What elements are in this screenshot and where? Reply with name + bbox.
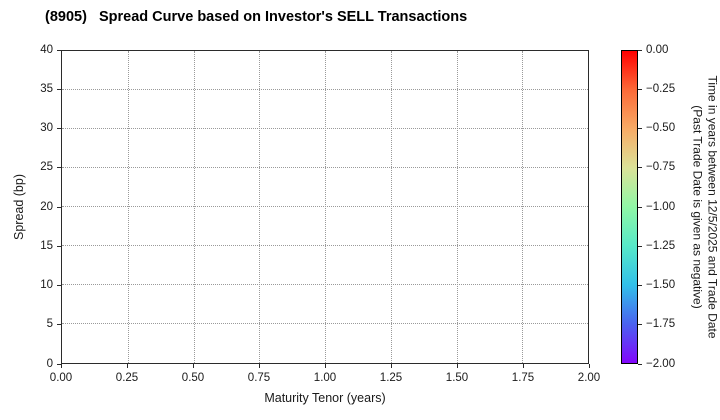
x-tick-mark bbox=[456, 364, 458, 368]
colorbar-label-line2: (Past Trade Date is given as negative) bbox=[691, 105, 705, 309]
y-tick-mark bbox=[57, 88, 61, 90]
gridline-v bbox=[259, 51, 261, 363]
gridline-h bbox=[62, 245, 588, 246]
plot-area bbox=[61, 50, 589, 364]
colorbar-tick-label: −1.00 bbox=[646, 200, 676, 213]
colorbar-tick-mark bbox=[638, 128, 642, 129]
colorbar-label-line1: Time in years between 12/5/2025 and Trad… bbox=[705, 75, 720, 339]
gridline-v bbox=[390, 51, 392, 363]
x-tick-label: 0.50 bbox=[181, 372, 205, 384]
colorbar-tick-label: 0.00 bbox=[646, 43, 669, 56]
x-tick-mark bbox=[588, 364, 590, 368]
x-tick-mark bbox=[522, 364, 524, 368]
y-tick-label: 10 bbox=[40, 279, 53, 291]
y-tick-mark bbox=[57, 324, 61, 326]
colorbar-tick-mark bbox=[638, 285, 642, 286]
y-tick-label: 15 bbox=[40, 239, 53, 252]
gridline-v bbox=[325, 51, 326, 363]
y-tick-mark bbox=[57, 167, 61, 169]
colorbar-tick-mark bbox=[638, 206, 642, 208]
x-tick-label: 1.75 bbox=[511, 372, 535, 384]
colorbar-label: Time in years between 12/5/2025 and Trad… bbox=[691, 75, 720, 338]
y-tick-label: 5 bbox=[46, 318, 53, 331]
y-tick-mark bbox=[57, 206, 61, 208]
colorbar bbox=[621, 50, 638, 364]
gridline-v bbox=[522, 51, 524, 363]
gridline-h bbox=[62, 128, 588, 129]
y-tick-label: 0 bbox=[46, 357, 53, 370]
x-tick-mark bbox=[192, 364, 194, 368]
gridline-h bbox=[62, 284, 588, 285]
gridline-h bbox=[62, 167, 588, 168]
gridline-v bbox=[127, 51, 129, 363]
gridline-v bbox=[193, 51, 195, 363]
x-tick-label: 0.75 bbox=[247, 372, 271, 384]
x-tick-mark bbox=[60, 364, 62, 368]
gridline-h bbox=[62, 323, 588, 324]
x-tick-label: 2.00 bbox=[577, 372, 601, 384]
gridline-h bbox=[62, 89, 588, 90]
y-tick-mark bbox=[57, 245, 61, 247]
gridline-v bbox=[456, 51, 458, 363]
x-tick-label: 1.00 bbox=[313, 372, 337, 384]
colorbar-tick-label: −0.25 bbox=[646, 82, 676, 95]
gridline-h bbox=[62, 206, 588, 207]
y-tick-mark bbox=[57, 285, 61, 286]
x-tick-label: 1.50 bbox=[445, 372, 469, 384]
x-tick-mark bbox=[126, 364, 128, 368]
colorbar-tick-label: −1.75 bbox=[646, 318, 676, 331]
x-axis-label: Maturity Tenor (years) bbox=[264, 391, 386, 405]
colorbar-tick-mark bbox=[638, 167, 642, 169]
chart-title: (8905) Spread Curve based on Investor's … bbox=[45, 9, 468, 25]
y-tick-mark bbox=[57, 128, 61, 129]
y-tick-label: 35 bbox=[40, 82, 53, 95]
x-tick-mark bbox=[258, 364, 260, 368]
colorbar-tick-label: −2.00 bbox=[646, 357, 676, 370]
colorbar-tick-mark bbox=[638, 88, 642, 90]
x-tick-label: 1.25 bbox=[379, 372, 403, 384]
y-tick-label: 40 bbox=[40, 43, 53, 56]
x-tick-label: 0.25 bbox=[115, 372, 139, 384]
colorbar-tick-label: −1.25 bbox=[646, 239, 676, 252]
y-tick-mark bbox=[57, 363, 61, 365]
x-tick-mark bbox=[390, 364, 392, 368]
colorbar-tick-mark bbox=[638, 324, 642, 326]
y-tick-label: 20 bbox=[40, 200, 53, 213]
y-tick-mark bbox=[57, 49, 61, 51]
colorbar-tick-label: −0.75 bbox=[646, 161, 676, 174]
x-tick-mark bbox=[324, 364, 326, 368]
colorbar-tick-mark bbox=[638, 49, 642, 51]
y-tick-label: 30 bbox=[40, 122, 53, 134]
colorbar-tick-label: −0.50 bbox=[646, 122, 676, 134]
colorbar-tick-mark bbox=[638, 363, 642, 365]
colorbar-tick-label: −1.50 bbox=[646, 279, 676, 291]
y-tick-label: 25 bbox=[40, 161, 53, 174]
x-tick-label: 0.00 bbox=[49, 372, 73, 384]
colorbar-tick-mark bbox=[638, 245, 642, 247]
